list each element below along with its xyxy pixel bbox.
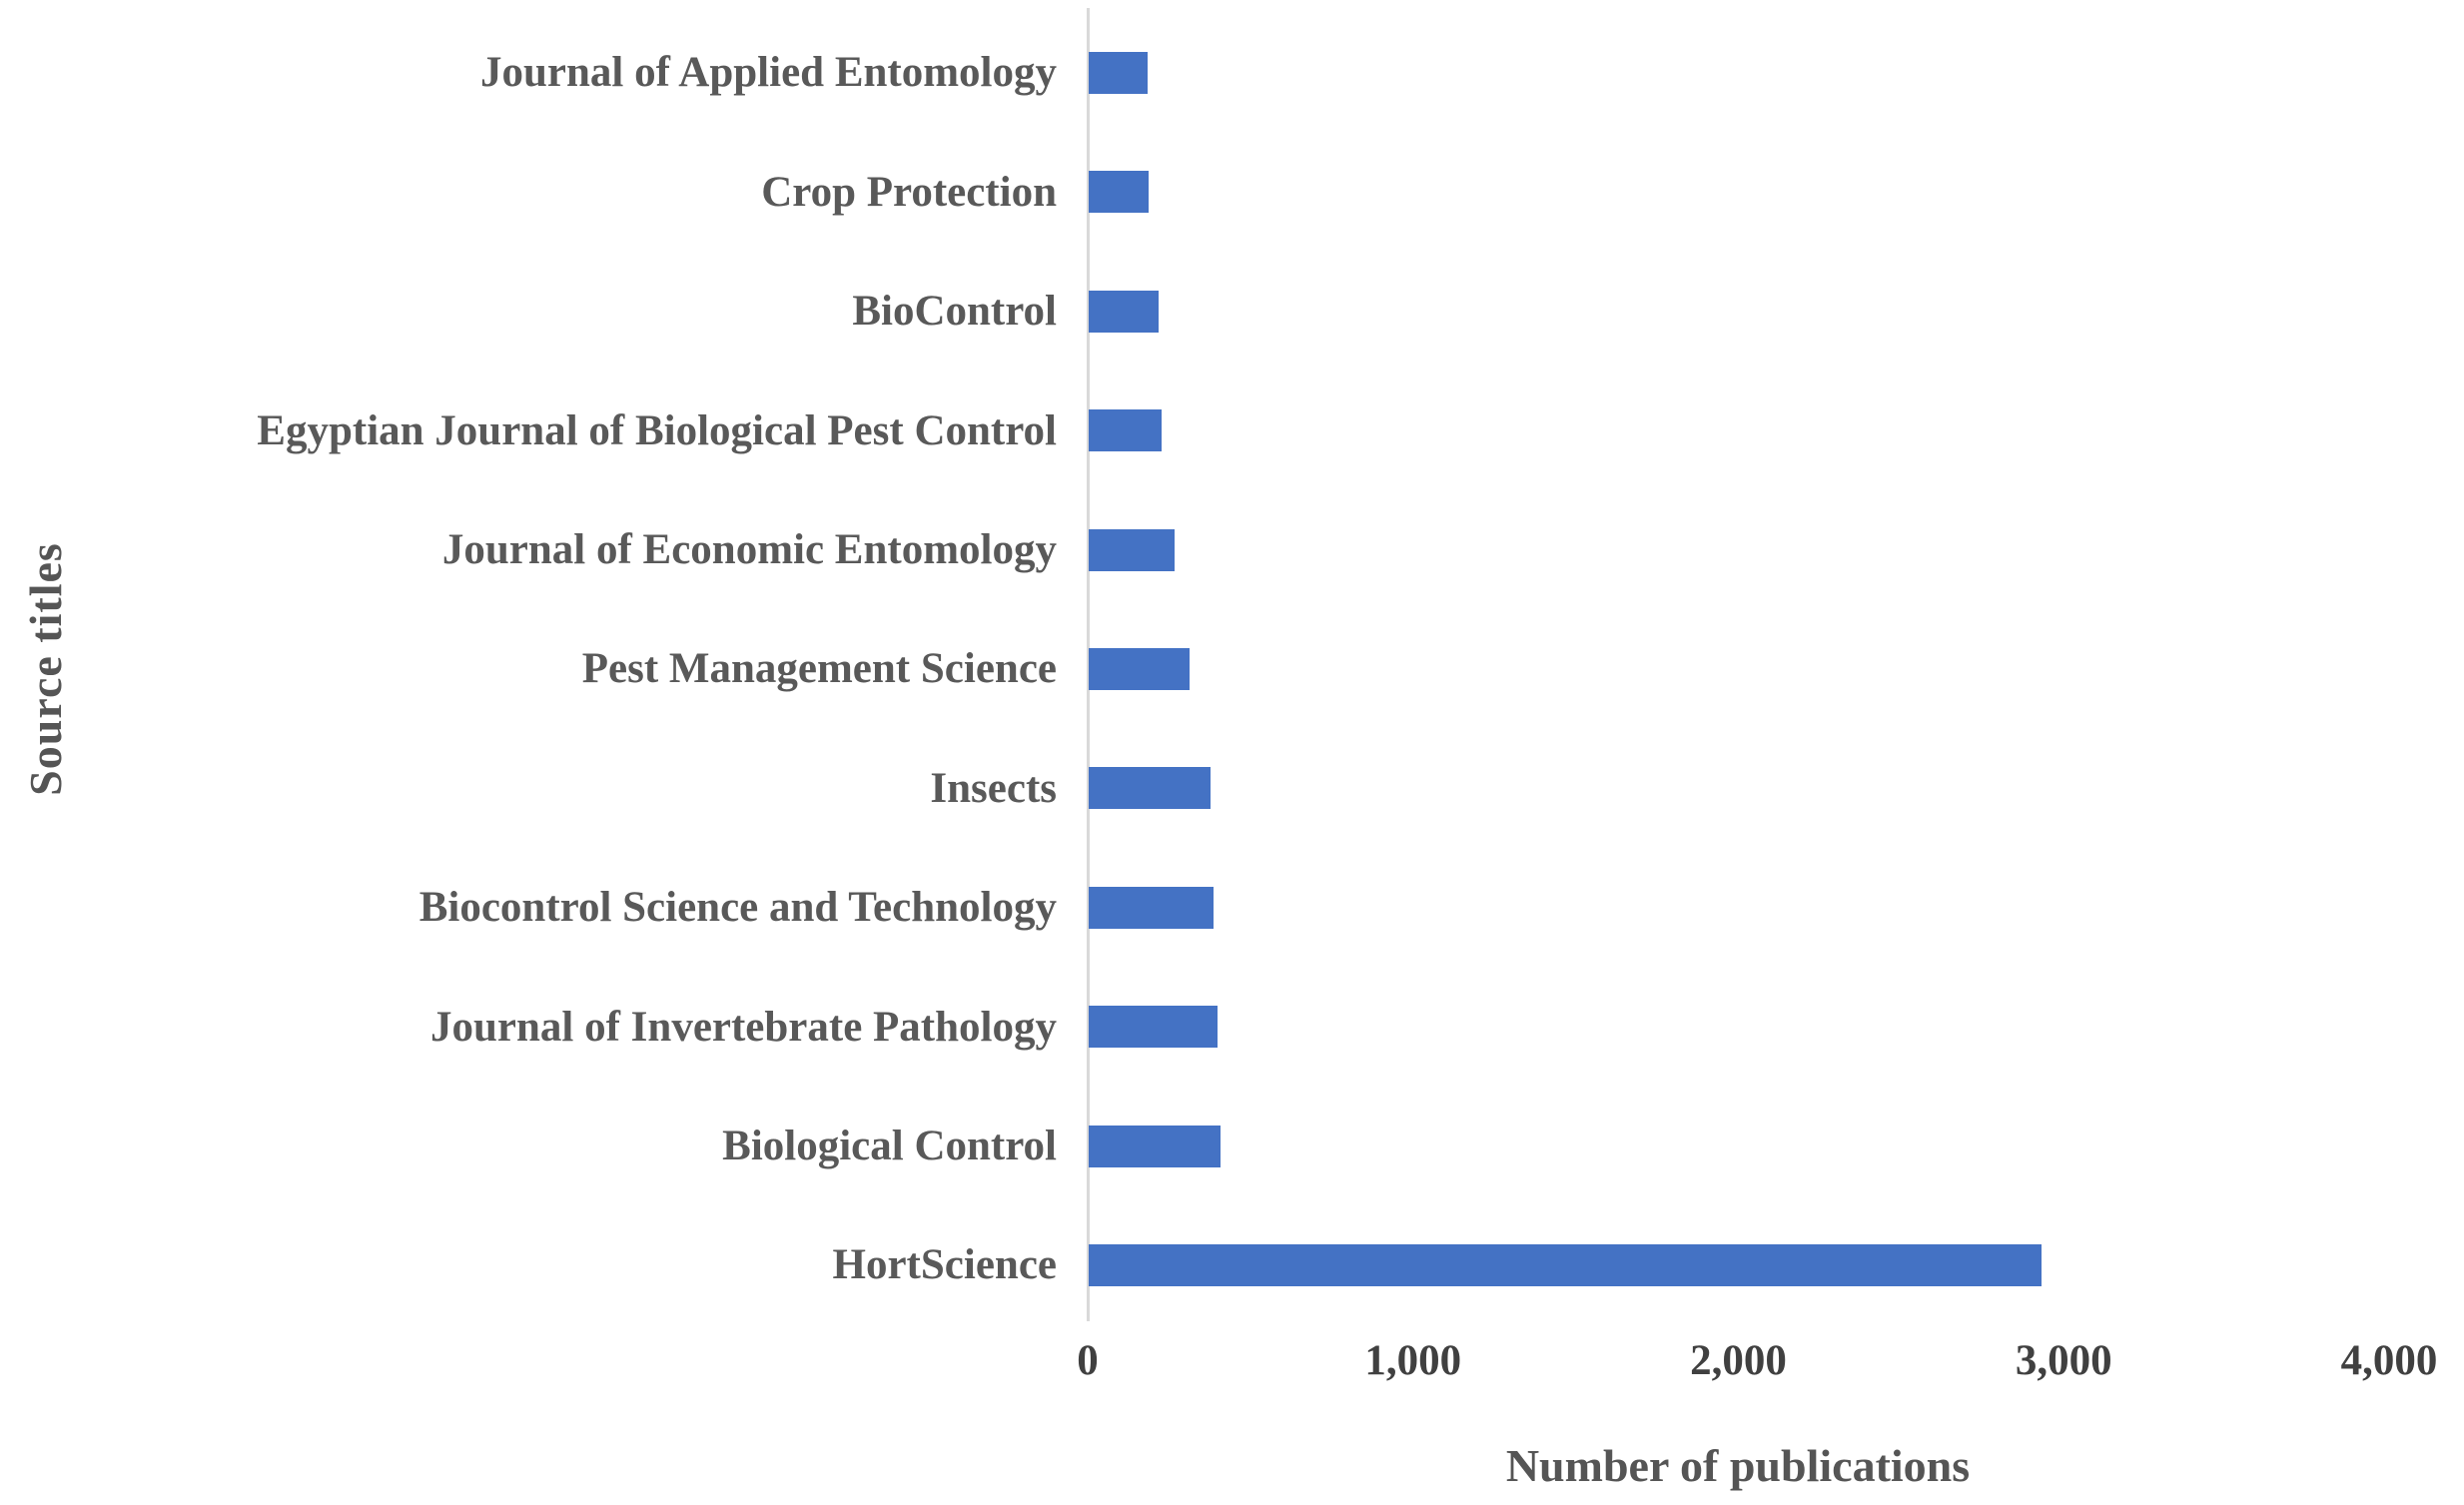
x-tick-label: 1,000 — [1364, 1337, 1462, 1384]
category-label: HortScience — [832, 1241, 1057, 1289]
category-label: Biological Control — [722, 1123, 1057, 1170]
category-label: Crop Protection — [761, 168, 1057, 216]
category-axis-line — [1087, 8, 1090, 1321]
x-tick-label: 0 — [1077, 1337, 1099, 1384]
category-label: BioControl — [852, 288, 1057, 336]
x-tick-label: 2,000 — [1690, 1337, 1787, 1384]
bar — [1089, 1006, 1218, 1049]
bar — [1089, 52, 1148, 94]
bar — [1089, 1244, 2043, 1286]
category-label: Biocontrol Science and Technology — [418, 884, 1057, 932]
x-tick-label: 4,000 — [2340, 1337, 2438, 1384]
bar — [1089, 767, 1212, 810]
category-label: Journal of Applied Entomology — [479, 49, 1057, 97]
bar — [1089, 648, 1190, 690]
category-label: Journal of Invertebrate Pathology — [429, 1003, 1057, 1051]
bar — [1089, 171, 1150, 214]
bar — [1089, 409, 1163, 452]
x-axis-title: Number of publications — [1505, 1440, 1971, 1491]
category-label: Insects — [930, 764, 1057, 812]
bar — [1089, 528, 1176, 571]
category-label: Pest Management Science — [581, 645, 1057, 693]
bar — [1089, 886, 1215, 929]
category-label: Egyptian Journal of Biological Pest Cont… — [257, 406, 1057, 454]
category-label: Journal of Economic Entomology — [441, 526, 1057, 574]
x-tick-label: 3,000 — [2015, 1337, 2112, 1384]
bar — [1089, 1125, 1221, 1167]
bar — [1089, 290, 1160, 333]
